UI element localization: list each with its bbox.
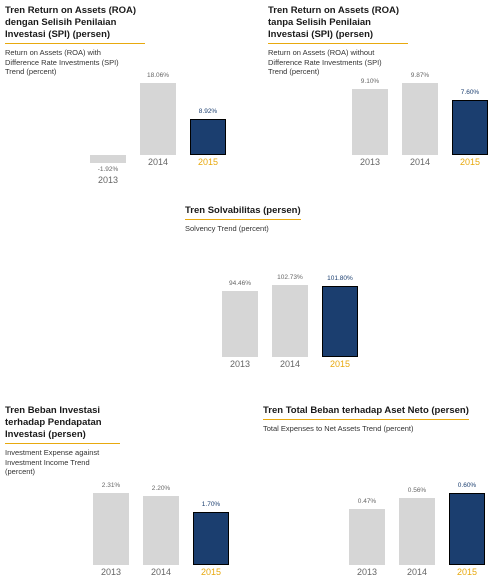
value-label: 0.47%: [357, 497, 377, 505]
category-label: 2015: [459, 157, 481, 167]
value-label: 7.60%: [460, 88, 480, 96]
value-label: 8.92%: [198, 108, 218, 116]
bar: [190, 119, 226, 155]
chart-subtitle: Solvency Trend (percent): [185, 224, 269, 233]
value-label: 1.70%: [201, 501, 221, 508]
chart-title: Tren Total Beban terhadap Aset Neto (per…: [263, 405, 469, 420]
category-label: 2014: [409, 157, 431, 167]
chart-subtitle: Return on Assets (ROA) with Difference R…: [5, 48, 119, 76]
value-label: 101.80%: [327, 274, 353, 282]
value-label: 94.46%: [228, 279, 252, 287]
bar: [402, 83, 438, 155]
bar: [452, 99, 488, 155]
category-label: 2014: [279, 359, 301, 369]
value-label: 9.10%: [360, 77, 380, 85]
chart-title: Tren Return on Assets (ROA) dengan Selis…: [5, 5, 145, 44]
category-label: 2015: [197, 157, 219, 167]
value-label: -1.92%: [97, 165, 119, 173]
chart-title: Tren Return on Assets (ROA) tanpa Selisi…: [268, 5, 408, 44]
value-label: 102.73%: [277, 274, 303, 281]
category-label: 2014: [406, 567, 428, 577]
value-label: 18.06%: [146, 72, 170, 79]
value-label: 9.87%: [410, 72, 430, 79]
category-label: 2013: [229, 359, 251, 369]
category-label: 2015: [329, 359, 351, 369]
category-label: 2014: [150, 567, 172, 577]
bar: [193, 512, 229, 565]
chart-subtitle: Total Expenses to Net Assets Trend (perc…: [263, 424, 414, 433]
value-label: 0.56%: [407, 486, 427, 494]
category-label: 2013: [100, 567, 122, 577]
bar: [140, 83, 176, 155]
category-label: 2013: [97, 174, 119, 185]
bar: [222, 290, 258, 357]
category-label: 2015: [456, 567, 478, 577]
bar: [90, 155, 126, 163]
bar: [272, 285, 308, 357]
category-label: 2014: [147, 157, 169, 167]
chart-title: Tren Solvabilitas (persen): [185, 205, 301, 220]
value-label: 0.60%: [457, 482, 477, 489]
category-label: 2013: [359, 157, 381, 167]
bar: [352, 88, 388, 155]
bar: [322, 285, 358, 357]
bar: [143, 496, 179, 565]
category-label: 2013: [356, 567, 378, 577]
chart-subtitle: Return on Assets (ROA) without Differenc…: [268, 48, 382, 76]
bar: [449, 493, 485, 565]
value-label: 2.20%: [151, 485, 171, 493]
bar: [399, 497, 435, 565]
value-label: 2.31%: [101, 482, 121, 489]
chart-title: Tren Beban Investasi terhadap Pendapatan…: [5, 405, 120, 444]
chart-subtitle: Investment Expense against Investment In…: [5, 448, 100, 476]
bar: [349, 508, 385, 565]
category-label: 2015: [200, 567, 222, 577]
bar: [93, 493, 129, 565]
